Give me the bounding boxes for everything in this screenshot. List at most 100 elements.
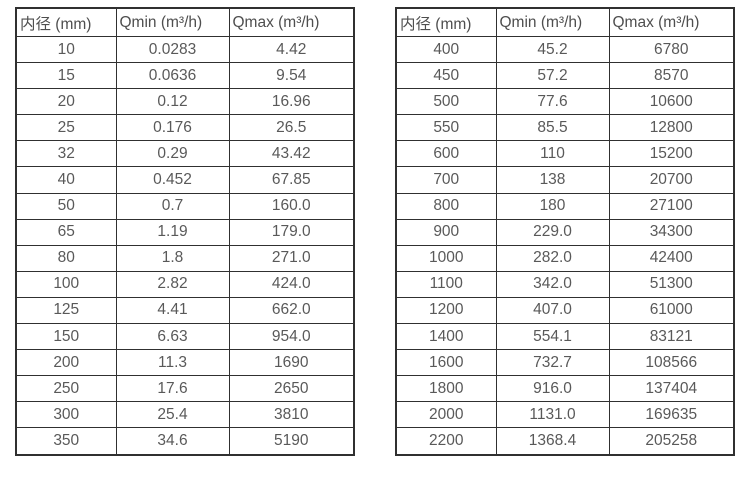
table-row: 200 11.3 1690: [15, 349, 355, 377]
cell: 732.7: [495, 349, 610, 377]
cell: 17.6: [115, 375, 230, 403]
cell: 137404: [608, 375, 735, 403]
table-row: 1800 916.0 137404: [395, 375, 735, 403]
cell: 2200: [395, 427, 497, 455]
column-header: Qmin (m³/h): [495, 7, 610, 37]
table-row: 1400 554.1 83121: [395, 323, 735, 351]
cell: 8570: [608, 62, 735, 90]
cell: 800: [395, 192, 497, 220]
cell: 4.41: [115, 296, 230, 325]
cell: 4.42: [228, 35, 355, 64]
cell: 16.96: [228, 88, 355, 116]
cell: 1600: [395, 349, 497, 377]
cell: 45.2: [495, 35, 610, 64]
cell: 160.0: [228, 192, 355, 220]
cell: 67.85: [228, 166, 355, 194]
cell: 200: [15, 349, 117, 377]
table-row: 40 0.452 67.85: [15, 166, 355, 194]
table-row: 350 34.6 5190: [15, 427, 355, 455]
cell: 100: [15, 270, 117, 298]
table-row: 900 229.0 34300: [395, 218, 735, 246]
cell: 42400: [608, 244, 735, 272]
table-row: 150 6.63 954.0: [15, 323, 355, 351]
cell: 900: [395, 218, 497, 246]
table-row: 1200 407.0 61000: [395, 296, 735, 325]
cell: 50: [15, 192, 117, 220]
cell: 5190: [228, 427, 355, 455]
column-header: 内径 (mm): [395, 7, 497, 37]
cell: 916.0: [495, 375, 610, 403]
cell: 554.1: [495, 323, 610, 351]
cell: 0.7: [115, 192, 230, 220]
cell: 500: [395, 88, 497, 116]
cell: 110: [495, 140, 610, 168]
table-row: 50 0.7 160.0: [15, 192, 355, 220]
cell: 229.0: [495, 218, 610, 246]
table-row: 500 77.6 10600: [395, 88, 735, 116]
cell: 125: [15, 296, 117, 325]
cell: 20700: [608, 166, 735, 194]
cell: 83121: [608, 323, 735, 351]
table-row: 550 85.5 12800: [395, 114, 735, 142]
table-row: 450 57.2 8570: [395, 62, 735, 90]
cell: 9.54: [228, 62, 355, 90]
table-row: 15 0.0636 9.54: [15, 62, 355, 90]
cell: 6.63: [115, 323, 230, 351]
column-header: Qmax (m³/h): [228, 7, 355, 37]
cell: 0.12: [115, 88, 230, 116]
cell: 34.6: [115, 427, 230, 455]
cell: 550: [395, 114, 497, 142]
cell: 169635: [608, 401, 735, 429]
header-row: 内径 (mm) Qmin (m³/h) Qmax (m³/h): [15, 7, 355, 37]
cell: 1800: [395, 375, 497, 403]
table-row: 700 138 20700: [395, 166, 735, 194]
cell: 32: [15, 140, 117, 168]
cell: 424.0: [228, 270, 355, 298]
cell: 1690: [228, 349, 355, 377]
cell: 6780: [608, 35, 735, 64]
cell: 0.0283: [115, 35, 230, 64]
table-row: 2200 1368.4 205258: [395, 427, 735, 455]
cell: 65: [15, 218, 117, 246]
cell: 138: [495, 166, 610, 194]
cell: 450: [395, 62, 497, 90]
cell: 2.82: [115, 270, 230, 298]
cell: 0.452: [115, 166, 230, 194]
cell: 10600: [608, 88, 735, 116]
cell: 20: [15, 88, 117, 116]
cell: 662.0: [228, 296, 355, 325]
table-row: 600 110 15200: [395, 140, 735, 168]
cell: 271.0: [228, 244, 355, 272]
table-row: 32 0.29 43.42: [15, 140, 355, 168]
cell: 85.5: [495, 114, 610, 142]
column-header: 内径 (mm): [15, 7, 117, 37]
cell: 1.19: [115, 218, 230, 246]
cell: 11.3: [115, 349, 230, 377]
table-row: 100 2.82 424.0: [15, 270, 355, 298]
flow-table-dn10-350: 内径 (mm) Qmin (m³/h) Qmax (m³/h) 10 0.0283 4.…: [15, 7, 355, 456]
cell: 40: [15, 166, 117, 194]
cell: 205258: [608, 427, 735, 455]
cell: 12800: [608, 114, 735, 142]
table-row: 400 45.2 6780: [395, 35, 735, 64]
table-row: 800 180 27100: [395, 192, 735, 220]
cell: 15200: [608, 140, 735, 168]
cell: 0.0636: [115, 62, 230, 90]
cell: 10: [15, 35, 117, 64]
flow-table-dn400-2200: 内径 (mm) Qmin (m³/h) Qmax (m³/h) 400 45.2 678…: [395, 7, 735, 456]
table-row: 125 4.41 662.0: [15, 296, 355, 325]
cell: 1000: [395, 244, 497, 272]
table-row: 65 1.19 179.0: [15, 218, 355, 246]
table-row: 1100 342.0 51300: [395, 270, 735, 298]
cell: 26.5: [228, 114, 355, 142]
table-row: 1600 732.7 108566: [395, 349, 735, 377]
table-row: 25 0.176 26.5: [15, 114, 355, 142]
cell: 600: [395, 140, 497, 168]
cell: 700: [395, 166, 497, 194]
cell: 1200: [395, 296, 497, 325]
cell: 954.0: [228, 323, 355, 351]
cell: 51300: [608, 270, 735, 298]
table-row: 80 1.8 271.0: [15, 244, 355, 272]
table-row: 10 0.0283 4.42: [15, 35, 355, 64]
